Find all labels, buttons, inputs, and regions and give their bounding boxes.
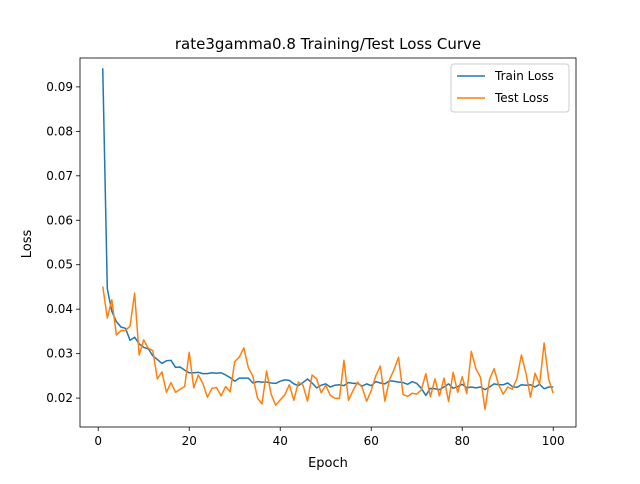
x-tick-label: 40	[273, 434, 288, 448]
x-tick-label: 0	[94, 434, 102, 448]
series-line-train-loss	[102, 68, 554, 397]
y-tick-label: 0.03	[46, 347, 73, 361]
x-axis: 0 20 40 60 80 100	[94, 427, 565, 448]
y-tick-label: 0.05	[46, 258, 73, 272]
x-axis-label: Epoch	[308, 456, 348, 471]
y-tick-label: 0.04	[46, 302, 73, 316]
y-axis-label: Loss	[20, 230, 35, 259]
x-tick-label: 80	[455, 434, 470, 448]
x-tick-label: 20	[182, 434, 197, 448]
chart-title: rate3gamma0.8 Training/Test Loss Curve	[175, 35, 481, 53]
series-line-test-loss	[102, 286, 554, 410]
legend-label: Test Loss	[494, 91, 549, 105]
plot-frame	[79, 57, 577, 428]
legend-label: Train Loss	[494, 69, 554, 83]
y-tick-label: 0.09	[46, 80, 73, 94]
y-tick-label: 0.02	[46, 391, 73, 405]
y-tick-label: 0.08	[46, 124, 73, 138]
y-tick-label: 0.07	[46, 169, 73, 183]
x-tick-label: 100	[542, 434, 565, 448]
x-tick-label: 60	[364, 434, 379, 448]
legend: Train Loss Test Loss	[450, 63, 570, 113]
plot-area	[79, 57, 577, 428]
y-tick-label: 0.06	[46, 213, 73, 227]
y-axis: 0.02 0.03 0.04 0.05 0.06 0.07 0.08 0.09	[46, 80, 80, 405]
